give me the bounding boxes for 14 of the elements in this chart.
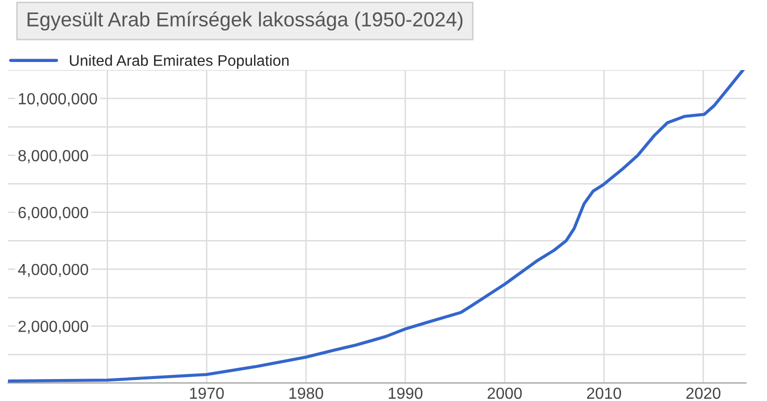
x-tick-label: 1970 [190, 388, 224, 399]
x-tick-label: 1990 [388, 388, 422, 399]
y-tick-label: 4,000,000 [18, 264, 88, 278]
y-tick-label: 2,000,000 [18, 320, 88, 334]
line-series [8, 70, 745, 383]
x-tick-label: 2020 [686, 388, 720, 399]
chart-title: Egyesült Arab Emírségek lakossága (1950-2024) [28, 11, 462, 31]
x-tick-label: 1980 [289, 388, 324, 399]
y-tick-label: 10,000,000 [18, 93, 98, 106]
y-tick-label: 6,000,000 [18, 206, 88, 220]
y-tick-label: 8,000,000 [18, 150, 88, 164]
legend-label: United Arab Emirates Population [70, 54, 289, 69]
x-tick-label: 2000 [488, 388, 522, 399]
x-tick-label: 2010 [587, 388, 622, 399]
